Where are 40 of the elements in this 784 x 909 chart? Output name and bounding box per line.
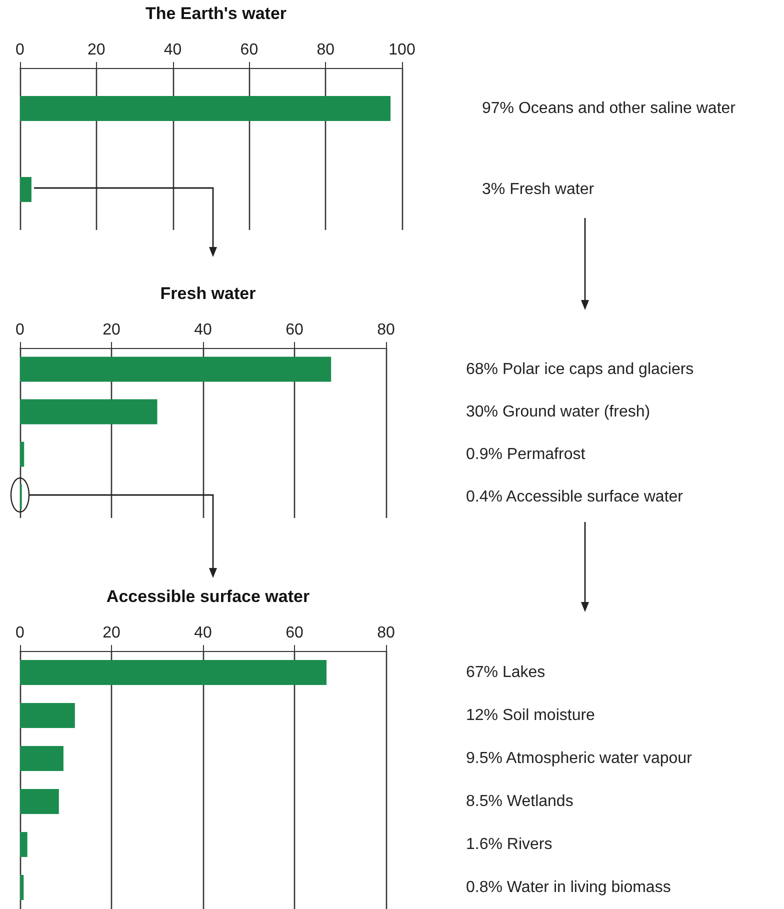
y-tick-label: 30% Ground water (fresh) bbox=[466, 403, 650, 420]
bar bbox=[20, 442, 24, 467]
chart-title: Fresh water bbox=[160, 284, 256, 303]
x-tick-label: 80 bbox=[377, 322, 395, 338]
bar bbox=[20, 703, 75, 728]
y-tick-label: 97% Oceans and other saline water bbox=[482, 100, 736, 117]
x-tick-label: 100 bbox=[388, 42, 416, 58]
y-tick-label: 3% Fresh water bbox=[482, 181, 595, 198]
x-tick-label: 80 bbox=[316, 42, 335, 58]
chart-title: Accessible surface water bbox=[106, 587, 310, 606]
y-tick-label: 68% Polar ice caps and glaciers bbox=[466, 360, 694, 378]
x-tick-label: 0 bbox=[16, 322, 25, 338]
y-tick-label: 9.5% Atmospheric water vapour bbox=[466, 750, 693, 767]
x-tick-label: 40 bbox=[194, 624, 212, 642]
bar bbox=[20, 660, 327, 685]
y-tick-label: 8.5% Wetlands bbox=[466, 793, 574, 810]
x-tick-label: 20 bbox=[102, 322, 120, 338]
y-tick-label: 12% Soil moisture bbox=[466, 707, 596, 724]
x-tick-label: 80 bbox=[377, 624, 395, 642]
x-tick-label: 0 bbox=[16, 624, 25, 642]
x-tick-label: 20 bbox=[102, 624, 120, 642]
x-tick-label: 60 bbox=[240, 42, 258, 58]
bar bbox=[20, 832, 28, 857]
x-tick-label: 0 bbox=[16, 42, 25, 58]
y-tick-label: 1.6% Rivers bbox=[466, 836, 552, 853]
bar bbox=[20, 356, 332, 382]
x-tick-label: 40 bbox=[164, 42, 182, 58]
x-tick-label: 40 bbox=[194, 322, 212, 338]
x-tick-label: 60 bbox=[286, 322, 304, 338]
chart-title: The Earth's water bbox=[145, 4, 287, 23]
bar bbox=[20, 875, 24, 900]
y-tick-label: 0.9% Permafrost bbox=[466, 446, 586, 463]
y-tick-label: 67% Lakes bbox=[466, 664, 546, 681]
bar bbox=[20, 399, 158, 424]
bar bbox=[20, 746, 64, 771]
bar bbox=[20, 789, 59, 814]
x-tick-label: 20 bbox=[88, 42, 106, 58]
y-tick-label: 0.4% Accessible surface water bbox=[466, 488, 684, 506]
x-tick-label: 60 bbox=[286, 624, 304, 642]
y-tick-label: 0.8% Water in living biomass bbox=[466, 879, 671, 896]
